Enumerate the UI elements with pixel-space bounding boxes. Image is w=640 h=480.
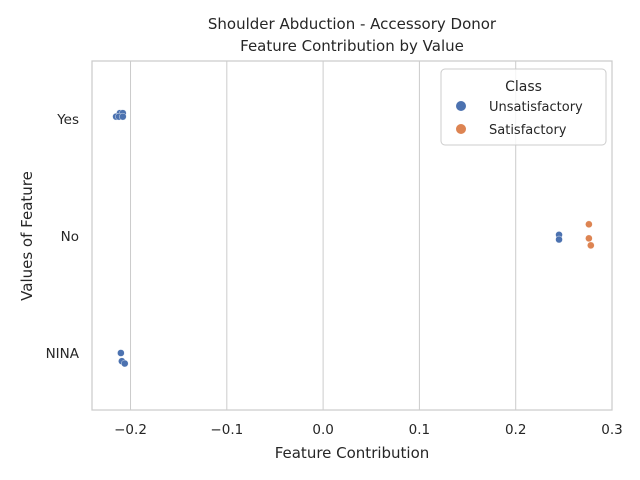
x-tick-label: −0.2 (114, 422, 147, 438)
data-point-unsatisfactory (117, 349, 125, 357)
x-tick-label: 0.2 (505, 422, 526, 438)
y-tick-label: No (61, 229, 79, 245)
x-axis-label: Feature Contribution (275, 444, 430, 462)
y-tick-label: NINA (46, 346, 80, 362)
chart-title-line-1: Shoulder Abduction - Accessory Donor (208, 15, 497, 33)
legend-label-unsatisfactory: Unsatisfactory (489, 100, 583, 115)
x-tick-label: 0.1 (409, 422, 430, 438)
x-tick-label: 0.0 (312, 422, 333, 438)
legend-title: Class (505, 79, 542, 95)
y-axis-label: Values of Feature (18, 171, 36, 301)
legend-marker-satisfactory (456, 124, 466, 134)
data-point-satisfactory (587, 241, 595, 250)
y-tick-labels: Yes No NINA (46, 112, 80, 362)
data-point-unsatisfactory (555, 235, 563, 244)
legend-marker-unsatisfactory (456, 101, 466, 111)
x-tick-label: −0.1 (210, 422, 243, 438)
data-points (112, 109, 595, 368)
legend: Class Unsatisfactory Satisfactory (440, 68, 607, 146)
legend-label-satisfactory: Satisfactory (489, 123, 567, 138)
data-point-unsatisfactory (121, 359, 129, 368)
data-point-satisfactory (585, 220, 593, 229)
chart-title-line-2: Feature Contribution by Value (240, 37, 464, 55)
x-tick-labels: −0.2 −0.1 0.0 0.1 0.2 0.3 (114, 422, 623, 438)
data-point-unsatisfactory (119, 112, 127, 121)
x-tick-label: 0.3 (601, 422, 622, 438)
plot-frame (91, 60, 613, 411)
legend-box (440, 68, 607, 146)
data-point-satisfactory (585, 234, 593, 243)
y-tick-label: Yes (56, 112, 79, 128)
